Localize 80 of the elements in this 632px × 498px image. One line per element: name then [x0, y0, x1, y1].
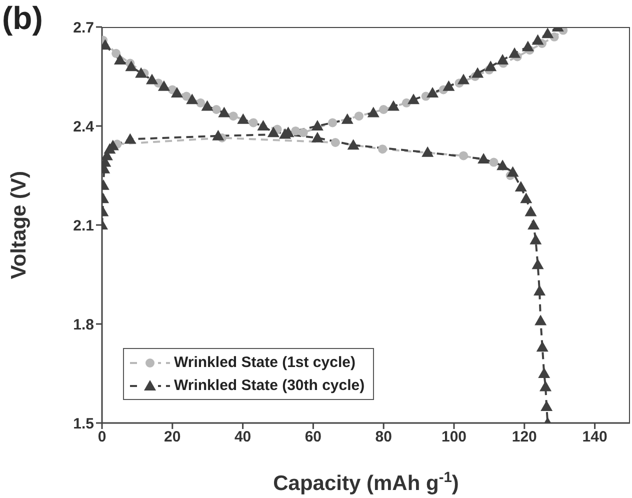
x-tick-label: 120	[512, 428, 537, 446]
point	[472, 67, 484, 78]
point	[201, 100, 214, 111]
point	[186, 94, 198, 104]
point	[170, 87, 183, 98]
y-axis-title: Voltage (V)	[7, 170, 30, 280]
point	[248, 118, 258, 128]
point	[298, 128, 308, 138]
point	[408, 94, 420, 104]
point	[530, 234, 542, 244]
point	[426, 87, 439, 98]
point	[158, 80, 170, 91]
x-tick-label: 20	[164, 428, 181, 446]
point	[478, 153, 490, 164]
y-tick-label: 1.8	[73, 316, 94, 334]
point	[237, 113, 250, 124]
point	[538, 368, 550, 378]
point	[534, 314, 547, 326]
point	[330, 138, 340, 147]
point	[347, 139, 360, 150]
point	[489, 158, 498, 167]
point	[524, 206, 537, 216]
point	[354, 112, 364, 121]
legend-label: Wrinkled State (30th cycle)	[174, 377, 365, 394]
point	[496, 160, 509, 170]
x-tick-label: 0	[98, 428, 106, 446]
point	[540, 400, 553, 411]
x-tick-label: 80	[375, 428, 392, 446]
point	[532, 34, 544, 45]
point	[484, 60, 497, 72]
point	[328, 118, 338, 128]
point	[112, 48, 121, 58]
point	[458, 74, 470, 84]
point	[212, 105, 221, 114]
chart-title: (b)	[2, 0, 43, 37]
point	[506, 166, 519, 177]
point	[257, 120, 270, 130]
point	[379, 105, 388, 114]
point	[422, 146, 434, 157]
point	[442, 80, 455, 91]
point	[124, 133, 136, 144]
point	[267, 126, 280, 138]
point	[508, 47, 521, 58]
point	[182, 92, 191, 101]
y-tick-label: 2.7	[73, 19, 94, 36]
point	[536, 341, 548, 352]
x-tick-label: 100	[441, 428, 467, 446]
x-tick-label: 140	[582, 428, 608, 446]
point	[341, 113, 354, 124]
point	[311, 120, 324, 130]
point	[291, 126, 300, 136]
point	[540, 380, 552, 392]
x-tick-label: 60	[304, 428, 322, 446]
point	[218, 106, 230, 118]
point	[135, 67, 148, 78]
point	[459, 151, 468, 160]
point	[528, 219, 540, 230]
point	[114, 54, 126, 64]
point	[496, 54, 509, 64]
y-tick-label: 1.5	[73, 415, 94, 432]
point	[532, 258, 544, 270]
point	[228, 112, 238, 121]
point	[542, 28, 554, 38]
point	[125, 60, 138, 72]
point	[146, 74, 158, 84]
point	[378, 144, 388, 154]
legend-label: Wrinkled State (1st cycle)	[174, 354, 356, 371]
y-tick-label: 2.1	[73, 217, 94, 234]
point	[196, 98, 206, 108]
x-axis-title: Capacity (mAh g$^{-1}$)	[273, 470, 459, 495]
y-tick-label: 2.4	[73, 118, 95, 136]
point	[534, 285, 546, 296]
point	[311, 132, 324, 142]
point	[212, 130, 224, 140]
point	[514, 181, 527, 192]
point	[367, 106, 380, 118]
x-tick-label: 40	[234, 428, 252, 446]
point	[520, 192, 532, 204]
point	[387, 100, 400, 111]
point	[522, 40, 534, 52]
